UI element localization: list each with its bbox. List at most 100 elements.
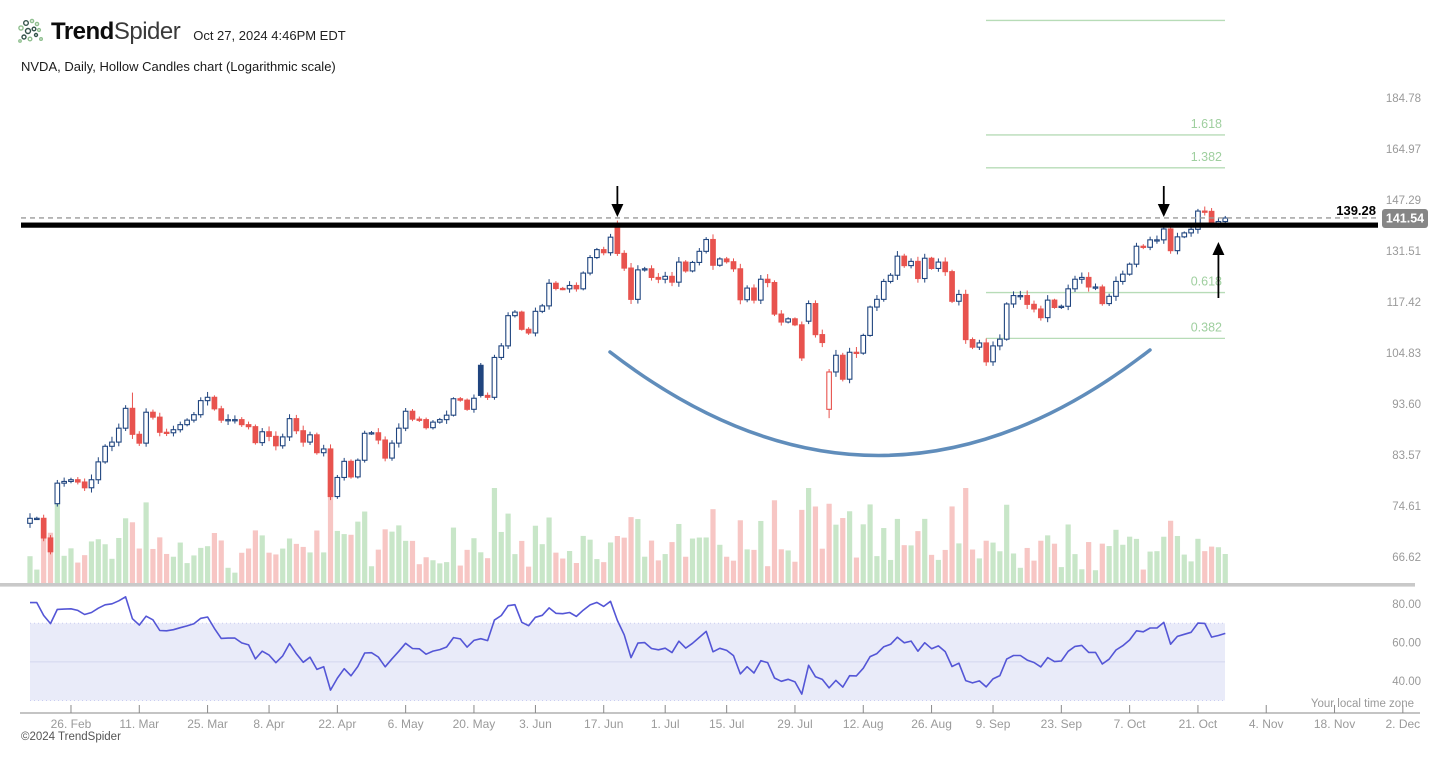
candle-body [143, 411, 149, 444]
time-axis-label: 25. Mar [187, 717, 228, 731]
candle-body [1147, 239, 1153, 248]
rsi-line [30, 595, 1226, 695]
time-axis-label: 29. Jul [777, 717, 812, 731]
fib-label: 1.618 [1191, 117, 1222, 131]
price-axis-tick: 164.97 [1386, 144, 1421, 156]
volume-bar [765, 566, 771, 583]
volume-bar [1147, 551, 1153, 583]
fib-label: 0.382 [1191, 320, 1222, 334]
time-axis-label: 9. Sep [976, 717, 1011, 731]
candle-body [109, 441, 115, 447]
time-axis-label: 2. Dec [1385, 717, 1420, 731]
candle-body [252, 426, 259, 444]
volume-bar [1051, 543, 1058, 583]
volume-bar [806, 488, 812, 583]
level-price-label: 139.28 [1336, 203, 1376, 218]
candle-body [675, 261, 682, 283]
volume-bar [1079, 569, 1085, 583]
candle-body [300, 430, 307, 443]
candle-body [464, 399, 470, 410]
volume-bar [1195, 538, 1201, 583]
volume-bar [696, 537, 702, 583]
volume-bar [642, 556, 648, 583]
volume-bar [41, 523, 47, 583]
volume-bar [396, 525, 402, 583]
candle-body [553, 282, 559, 289]
down-arrow-icon [1157, 204, 1170, 217]
volume-bar [403, 540, 409, 583]
volume-bar [928, 554, 935, 583]
volume-bar [908, 545, 914, 583]
volume-bar [737, 520, 743, 583]
volume-bar [102, 544, 108, 583]
candle-body [539, 305, 546, 312]
price-axis-tick: 147.29 [1386, 195, 1421, 207]
volume-bar [560, 558, 566, 583]
volume-bar [915, 531, 921, 583]
candle-body [962, 293, 969, 341]
candle-body [409, 410, 416, 420]
candle-body [621, 252, 628, 269]
time-axis-label: 7. Oct [1114, 717, 1147, 731]
volume-bar [368, 566, 375, 583]
candle-body [798, 324, 805, 359]
candle-body [389, 442, 395, 459]
candle-body [218, 408, 225, 421]
volume-bar [1133, 538, 1140, 583]
candle-body [518, 311, 525, 330]
candle-body [648, 268, 655, 278]
candle-body [136, 433, 143, 444]
candle-body [204, 396, 211, 402]
candle-body [819, 334, 826, 344]
candle-body [860, 334, 867, 354]
candle-body [1065, 288, 1072, 307]
volume-bar [553, 552, 559, 583]
volume-bar [27, 556, 33, 583]
candle-body [477, 364, 484, 396]
volume-bar [245, 548, 252, 583]
candle-body [88, 479, 95, 489]
candle-body [1222, 217, 1229, 223]
volume-bar [935, 559, 941, 583]
volume-bar [546, 517, 552, 583]
volume-bar [1024, 547, 1030, 583]
volume-bar [491, 488, 498, 583]
volume-bar [751, 549, 757, 583]
candle-body [696, 250, 703, 263]
volume-bar [416, 564, 422, 583]
volume-bar [519, 540, 525, 583]
volume-bar [635, 519, 641, 583]
volume-bar [744, 549, 750, 583]
rsi-axis-tick: 40.00 [1392, 676, 1421, 688]
candle-body [723, 258, 730, 263]
up-arrow-icon [1212, 242, 1225, 255]
volume-bar [1174, 535, 1181, 583]
candle-body [682, 261, 689, 272]
volume-bar [969, 549, 976, 583]
volume-bar [1092, 570, 1099, 583]
candle-body [443, 414, 450, 421]
volume-bar [601, 562, 607, 583]
candle-body [416, 418, 423, 421]
volume-bar [1031, 560, 1037, 583]
candle-body [887, 274, 894, 282]
volume-bar [525, 566, 532, 583]
price-axis-tick: 74.61 [1392, 501, 1421, 513]
fib-label: 0.618 [1191, 275, 1222, 289]
candle-body [1106, 295, 1112, 305]
volume-bar [758, 520, 764, 583]
volume-bar [150, 548, 156, 583]
candle-body [395, 427, 402, 444]
candle-body [1031, 303, 1037, 310]
volume-bar [799, 509, 805, 583]
volume-bar [471, 538, 477, 583]
volume-bar [34, 569, 40, 583]
candle-body [512, 311, 518, 317]
volume-bar [232, 572, 238, 583]
volume-bar [280, 548, 286, 583]
candle-body [532, 310, 539, 334]
candle-body [27, 517, 33, 524]
volume-bar [1065, 524, 1071, 583]
